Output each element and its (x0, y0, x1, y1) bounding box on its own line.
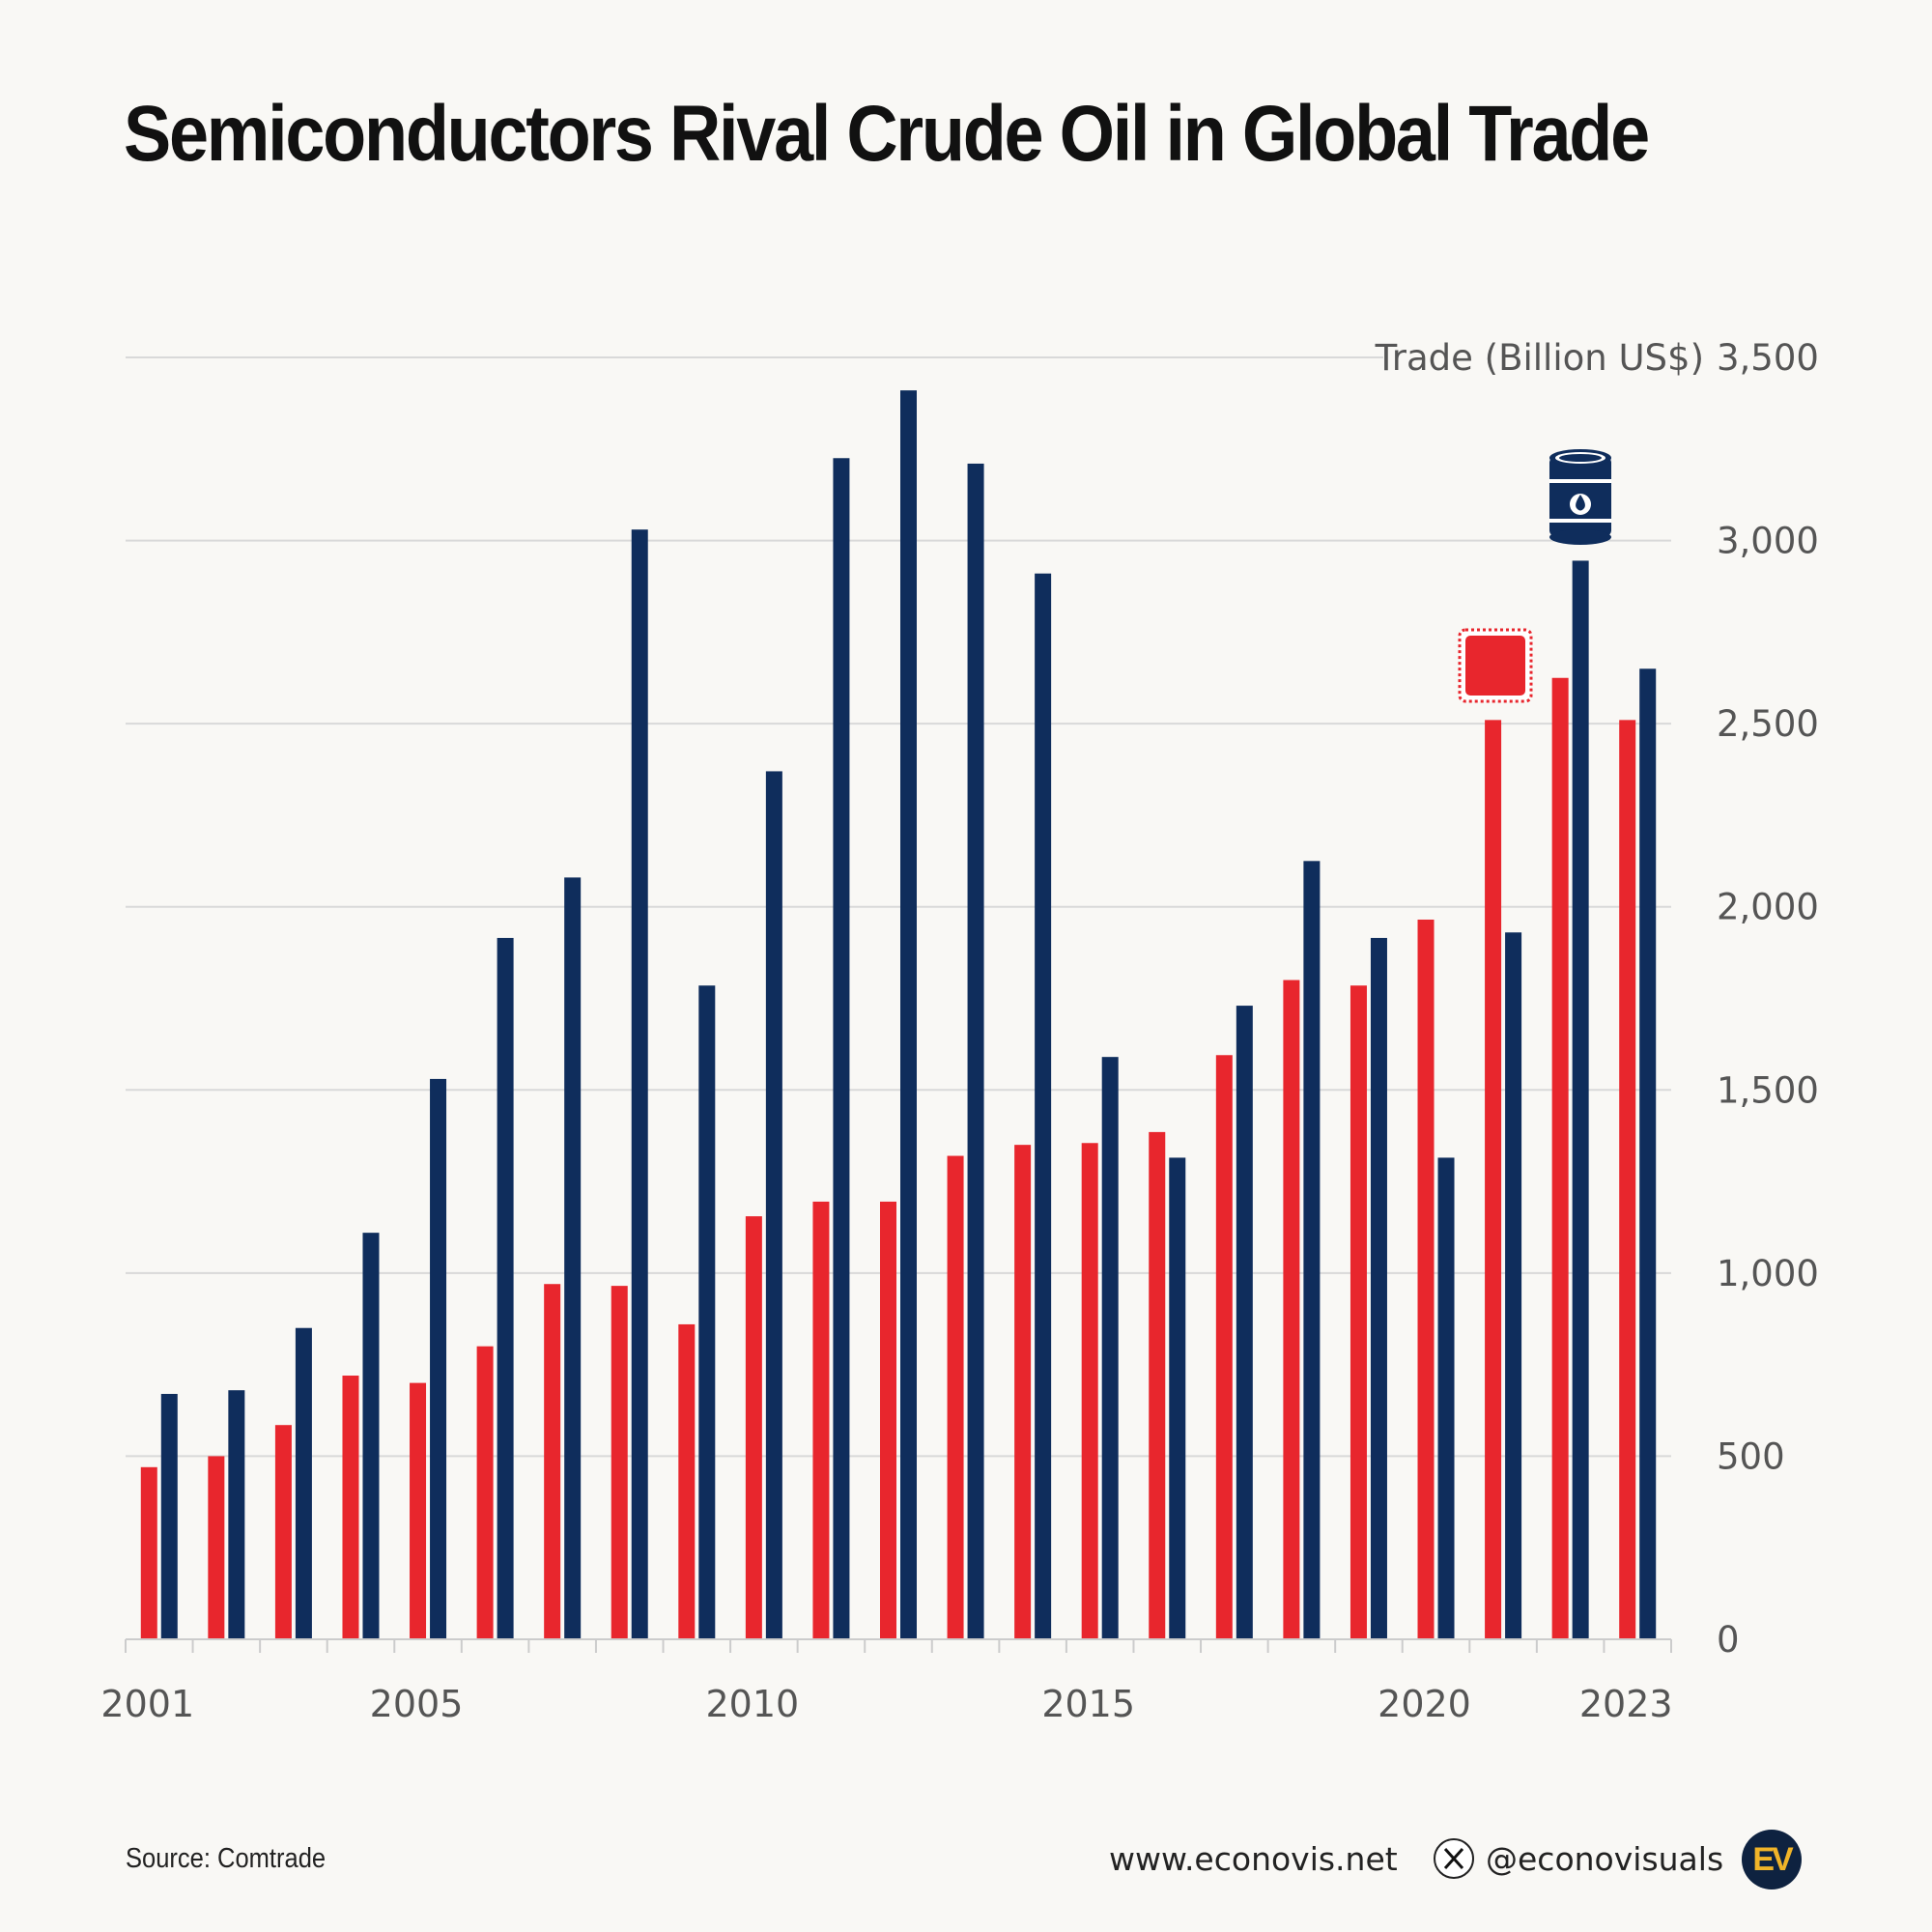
bar-crude-oil-2011 (833, 458, 850, 1639)
bar-semiconductors-2020 (1417, 919, 1435, 1639)
y-tick-label: 0 (1717, 1619, 1740, 1661)
bar-crude-oil-2012 (900, 390, 917, 1640)
x-tick-label: 2001 (100, 1683, 194, 1725)
bar-semiconductors-2021 (1485, 720, 1502, 1639)
brand-logo: EV (1742, 1830, 1802, 1889)
y-tick-label: 500 (1717, 1435, 1785, 1477)
bar-crude-oil-2008 (631, 529, 648, 1639)
y-tick-label: 2,000 (1717, 887, 1819, 928)
bar-semiconductors-2022 (1551, 677, 1569, 1639)
bar-crude-oil-2021 (1505, 932, 1522, 1639)
x-axis (125, 1638, 1672, 1653)
x-logo-icon (1434, 1838, 1474, 1879)
bar-semiconductors-2010 (745, 1216, 762, 1639)
source-note: Source: Comtrade (126, 1843, 327, 1874)
bar-semiconductors-2017 (1215, 1055, 1233, 1639)
bar-crude-oil-2023 (1639, 668, 1657, 1639)
bar-crude-oil-2014 (1035, 573, 1052, 1639)
microchip-icon (1458, 628, 1533, 703)
bar-crude-oil-2017 (1236, 1006, 1253, 1639)
bar-semiconductors-2018 (1283, 980, 1300, 1639)
bar-crude-oil-2018 (1303, 861, 1321, 1639)
y-axis-title: Trade (Billion US$) (1375, 337, 1704, 379)
y-tick-label: 1,000 (1717, 1253, 1819, 1294)
bars (140, 390, 1657, 1640)
bar-crude-oil-2004 (362, 1233, 380, 1639)
x-tick-label: 2010 (706, 1683, 800, 1725)
bar-crude-oil-2003 (295, 1327, 312, 1639)
y-tick-label: 2,500 (1717, 703, 1819, 745)
y-tick-label: 1,500 (1717, 1069, 1819, 1111)
bar-crude-oil-2020 (1437, 1157, 1455, 1639)
bar-semiconductors-2001 (140, 1466, 157, 1639)
bar-semiconductors-2013 (947, 1155, 964, 1639)
bar-semiconductors-2023 (1619, 720, 1636, 1639)
bar-semiconductors-2006 (476, 1346, 494, 1639)
bar-semiconductors-2008 (611, 1286, 628, 1639)
chart-title: Semiconductors Rival Crude Oil in Global… (124, 90, 1650, 178)
bar-semiconductors-2011 (812, 1201, 830, 1639)
bar-semiconductors-2012 (880, 1201, 896, 1639)
bar-semiconductors-2003 (274, 1425, 292, 1639)
bar-crude-oil-2010 (765, 771, 782, 1639)
bar-crude-oil-2019 (1370, 937, 1387, 1639)
social-handle[interactable]: @econovisuals (1486, 1840, 1724, 1878)
bar-semiconductors-2007 (544, 1284, 561, 1639)
bar-crude-oil-2001 (160, 1393, 178, 1639)
bar-semiconductors-2009 (678, 1323, 696, 1639)
bar-crude-oil-2002 (228, 1390, 245, 1639)
bar-crude-oil-2007 (564, 877, 582, 1639)
gridlines (126, 356, 1671, 1458)
bar-semiconductors-2005 (410, 1382, 427, 1639)
bar-semiconductors-2002 (208, 1456, 225, 1639)
x-tick-label: 2023 (1579, 1683, 1673, 1725)
bar-crude-oil-2015 (1101, 1057, 1119, 1639)
bar-semiconductors-2015 (1081, 1143, 1098, 1639)
bar-crude-oil-2006 (497, 937, 514, 1639)
x-tick-label: 2005 (370, 1683, 464, 1725)
axis-labels: 0 500 1,000 1,500 2,000 2,500 3,000 3,500 Trade … (100, 337, 1819, 1725)
bar-crude-oil-2005 (430, 1078, 447, 1639)
bar-semiconductors-2019 (1350, 985, 1367, 1639)
x-tick-label: 2020 (1378, 1683, 1471, 1725)
bar-crude-oil-2013 (967, 463, 984, 1639)
bar-semiconductors-2016 (1149, 1131, 1166, 1639)
y-tick-label: 3,500 (1717, 337, 1819, 379)
bar-semiconductors-2014 (1014, 1145, 1032, 1639)
website-link[interactable]: www.econovis.net (1109, 1840, 1398, 1878)
bar-crude-oil-2009 (698, 985, 716, 1639)
bar-crude-oil-2016 (1169, 1157, 1186, 1639)
x-tick-label: 2015 (1041, 1683, 1135, 1725)
y-tick-label: 3,000 (1717, 521, 1819, 562)
bar-crude-oil-2022 (1572, 560, 1589, 1639)
oil-barrel-icon (1549, 449, 1611, 545)
bar-semiconductors-2004 (342, 1376, 359, 1639)
